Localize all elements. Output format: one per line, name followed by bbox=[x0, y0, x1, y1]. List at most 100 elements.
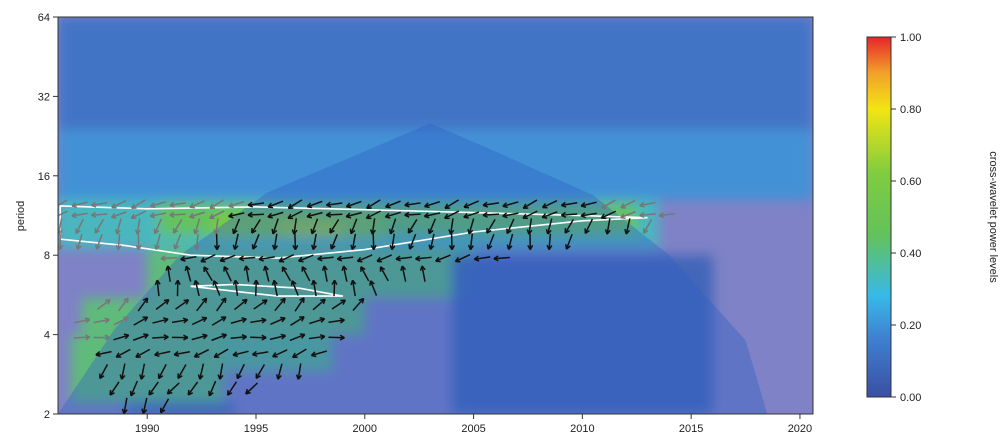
phase-arrow bbox=[157, 364, 167, 380]
phase-arrow bbox=[448, 218, 455, 235]
significance-contour bbox=[190, 283, 344, 297]
phase-arrow bbox=[148, 381, 159, 396]
phase-arrow bbox=[271, 233, 278, 251]
colorbar-ticks: 0.00 0.20 0.40 0.60 0.80 1.00 bbox=[891, 32, 921, 404]
phase-arrow bbox=[197, 363, 205, 380]
y-axis: 2 4 8 16 32 64 bbox=[38, 12, 58, 421]
colorbar bbox=[866, 36, 892, 398]
phase-arrow bbox=[290, 316, 305, 326]
phase-arrow bbox=[111, 200, 127, 209]
y-axis-label: period bbox=[15, 201, 27, 232]
phase-arrow bbox=[169, 201, 186, 208]
phase-arrow bbox=[165, 265, 172, 282]
phase-arrow bbox=[93, 317, 110, 324]
phase-arrow bbox=[115, 233, 122, 251]
phase-arrow bbox=[287, 210, 303, 220]
phase-arrow bbox=[189, 211, 206, 219]
phase-arrow bbox=[131, 199, 146, 209]
phase-arrow bbox=[175, 299, 190, 310]
phase-arrow bbox=[419, 265, 426, 282]
phase-arrow bbox=[502, 201, 519, 209]
phase-arrow bbox=[271, 279, 278, 297]
phase-arrow bbox=[272, 349, 288, 358]
phase-arrow bbox=[223, 265, 232, 282]
phase-arrow bbox=[234, 298, 248, 311]
phase-arrow bbox=[245, 382, 258, 395]
phase-arrow bbox=[251, 219, 261, 234]
phase-arrow bbox=[73, 334, 91, 341]
phase-arrow bbox=[352, 297, 365, 312]
phase-arrow bbox=[177, 364, 187, 380]
phase-arrow bbox=[356, 254, 373, 263]
phase-arrow bbox=[149, 201, 166, 209]
phase-arrow bbox=[152, 334, 169, 341]
phase-arrow bbox=[328, 317, 345, 324]
phase-arrow bbox=[113, 333, 130, 341]
phase-arrow bbox=[369, 280, 378, 296]
phase-arrow bbox=[154, 233, 161, 250]
phase-arrow bbox=[624, 218, 631, 235]
phase-arrow bbox=[295, 363, 302, 380]
phase-arrow bbox=[171, 317, 189, 324]
phase-arrow bbox=[267, 211, 284, 219]
phase-arrow bbox=[255, 364, 266, 379]
phase-arrow bbox=[389, 233, 396, 251]
plot-frame bbox=[57, 16, 814, 415]
phase-arrow bbox=[230, 317, 247, 325]
phase-arrow bbox=[94, 218, 105, 234]
phase-arrow bbox=[404, 211, 421, 218]
phase-arrow bbox=[308, 333, 326, 341]
phase-arrow bbox=[400, 265, 407, 282]
phase-arrow bbox=[506, 233, 514, 250]
phase-arrow bbox=[423, 212, 441, 219]
phase-arrow bbox=[522, 199, 538, 209]
phase-arrow bbox=[345, 200, 362, 209]
phase-arrow bbox=[226, 381, 238, 396]
colorbar-tick-label: 0.80 bbox=[900, 104, 921, 116]
phase-arrow bbox=[209, 199, 225, 210]
phase-arrow bbox=[408, 234, 417, 250]
phase-arrow bbox=[160, 255, 177, 262]
phase-arrow bbox=[215, 297, 227, 312]
phase-arrow bbox=[209, 210, 225, 220]
phase-arrow bbox=[251, 234, 260, 250]
phase-arrow bbox=[311, 233, 318, 251]
phase-arrow bbox=[213, 218, 220, 235]
phase-arrow bbox=[189, 200, 205, 209]
phase-arrow bbox=[294, 297, 305, 312]
phase-arrow bbox=[502, 212, 519, 219]
phase-arrow bbox=[278, 254, 295, 263]
phase-arrow bbox=[58, 199, 68, 209]
phase-arrow bbox=[366, 199, 381, 210]
phase-arrow bbox=[379, 266, 389, 282]
power-heatmap bbox=[58, 17, 813, 414]
y-tick-label: 64 bbox=[38, 12, 50, 24]
phase-arrow bbox=[639, 201, 656, 208]
phase-arrow bbox=[208, 380, 217, 397]
phase-arrow bbox=[236, 363, 245, 380]
phase-arrow bbox=[336, 255, 354, 262]
phase-arrow bbox=[71, 212, 88, 219]
phase-arrow bbox=[117, 297, 129, 312]
phase-arrow bbox=[546, 233, 553, 251]
phase-arrow bbox=[95, 350, 112, 358]
phase-arrow bbox=[463, 200, 480, 209]
phase-arrow bbox=[388, 218, 397, 235]
phase-arrow bbox=[424, 200, 441, 209]
phase-arrow bbox=[152, 317, 169, 324]
phase-arrow bbox=[172, 219, 183, 234]
phase-arrow bbox=[269, 333, 287, 341]
phase-arrow bbox=[96, 299, 111, 310]
phase-arrow bbox=[200, 253, 216, 263]
phase-arrow bbox=[580, 212, 597, 219]
y-tick-label: 4 bbox=[44, 330, 50, 342]
phase-arrow bbox=[253, 299, 268, 310]
phase-arrow bbox=[238, 255, 256, 262]
phase-arrow bbox=[243, 265, 250, 282]
phase-arrow bbox=[149, 212, 167, 219]
phase-arrow bbox=[287, 199, 303, 210]
x-tick-label: 1990 bbox=[135, 423, 159, 435]
phase-arrow bbox=[486, 233, 495, 250]
phase-arrow bbox=[113, 316, 129, 326]
phase-arrow bbox=[180, 255, 197, 262]
